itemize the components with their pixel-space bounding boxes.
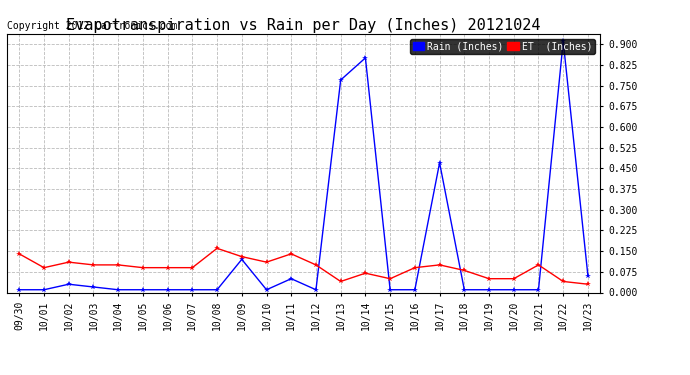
Title: Evapotranspiration vs Rain per Day (Inches) 20121024: Evapotranspiration vs Rain per Day (Inch… [66,18,541,33]
Legend: Rain (Inches), ET  (Inches): Rain (Inches), ET (Inches) [410,39,595,54]
Text: Copyright 2012 Cartronics.com: Copyright 2012 Cartronics.com [7,21,177,31]
